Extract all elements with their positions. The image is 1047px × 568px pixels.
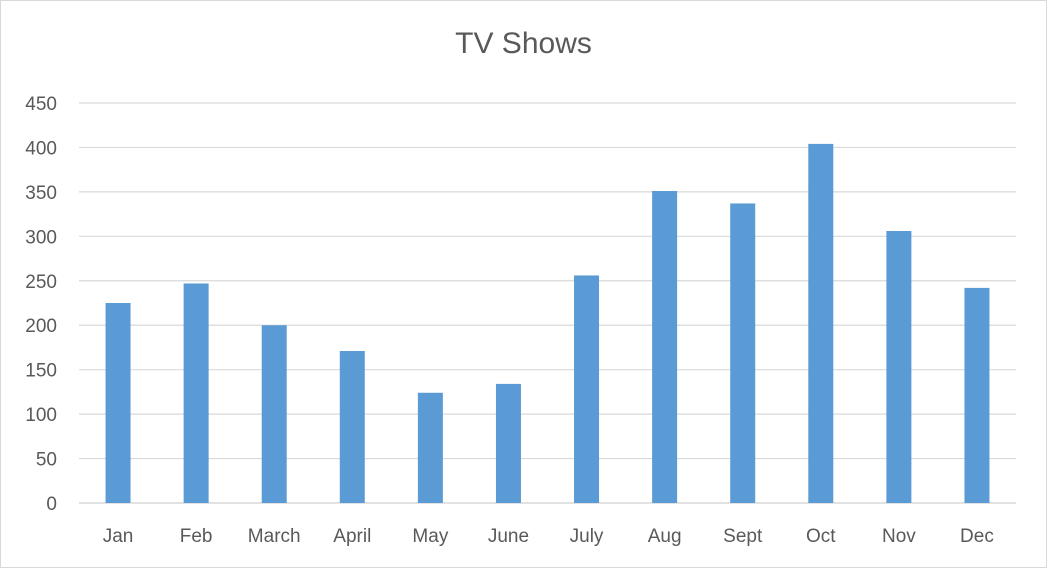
x-axis-ticks: Jan Feb March April May June July Aug Sept Oct Nov… [103, 526, 994, 547]
x-tick-label: Feb [180, 526, 213, 547]
x-tick-label: July [570, 526, 604, 547]
bar-june [495, 383, 521, 503]
x-tick-label: Aug [648, 526, 682, 547]
y-tick-label: 400 [25, 138, 57, 159]
bar-march [261, 325, 287, 503]
bar-april [339, 351, 365, 503]
bar-nov [886, 231, 912, 503]
y-axis-ticks: 0 50 100 150 200 250 300 350 400 450 [25, 94, 57, 515]
gridlines [79, 102, 1016, 504]
x-tick-label: Jan [103, 526, 134, 547]
bar-dec [964, 287, 990, 503]
bar-may [417, 392, 443, 503]
y-tick-label: 450 [25, 94, 57, 115]
bar-july [574, 275, 600, 503]
bar-jan [105, 303, 131, 503]
x-tick-label: May [412, 526, 448, 547]
y-tick-label: 350 [25, 183, 57, 204]
x-tick-label: Sept [723, 526, 763, 547]
x-tick-label: Nov [882, 526, 916, 547]
bar-sept [730, 203, 756, 503]
x-tick-label: March [248, 526, 301, 547]
bars [105, 143, 990, 503]
x-tick-label: Dec [960, 526, 994, 547]
y-tick-label: 150 [25, 361, 57, 382]
y-tick-label: 300 [25, 227, 57, 248]
bar-aug [652, 191, 678, 503]
chart-title: TV Shows [455, 27, 592, 60]
y-tick-label: 0 [46, 494, 57, 515]
y-tick-label: 200 [25, 316, 57, 337]
x-tick-label: April [333, 526, 371, 547]
y-tick-label: 250 [25, 272, 57, 293]
bar-feb [183, 283, 209, 503]
y-tick-label: 50 [36, 450, 57, 471]
x-tick-label: Oct [806, 526, 836, 547]
x-tick-label: June [488, 526, 529, 547]
y-tick-label: 100 [25, 405, 57, 426]
bar-oct [808, 143, 834, 503]
